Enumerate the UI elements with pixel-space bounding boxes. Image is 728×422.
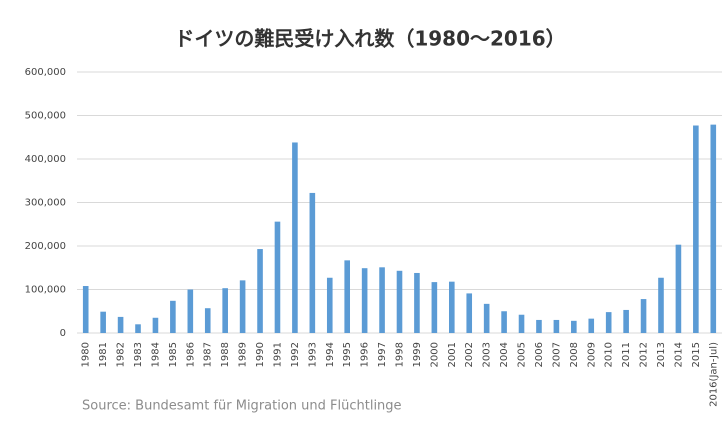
bar bbox=[396, 270, 403, 333]
x-tick-label: 1980 bbox=[81, 342, 92, 367]
x-tick-label: 2007 bbox=[551, 342, 562, 367]
bar bbox=[204, 308, 211, 333]
bar bbox=[414, 272, 420, 333]
x-tick-label: 1983 bbox=[133, 342, 144, 367]
bar bbox=[292, 142, 298, 333]
y-tick-label: 100,000 bbox=[25, 285, 66, 296]
bar bbox=[536, 319, 542, 333]
bar bbox=[239, 280, 246, 333]
x-tick-label: 1993 bbox=[307, 342, 318, 367]
y-tick-label: 0 bbox=[60, 328, 66, 339]
bar bbox=[257, 249, 263, 333]
x-tick-label: 1987 bbox=[203, 342, 214, 367]
bar bbox=[117, 316, 124, 333]
x-tick-label: 1990 bbox=[255, 342, 266, 367]
bar bbox=[135, 324, 141, 333]
x-tick-label: 2010 bbox=[604, 342, 615, 367]
bar bbox=[448, 281, 455, 333]
bar bbox=[379, 267, 385, 333]
bar bbox=[501, 311, 507, 333]
bar bbox=[326, 277, 333, 333]
chart-title: ドイツの難民受け入れ数（1980～2016） bbox=[174, 27, 565, 51]
bar bbox=[710, 124, 717, 333]
x-tick-label: 1996 bbox=[360, 342, 371, 367]
x-tick-label: 1994 bbox=[325, 342, 336, 367]
x-tick-label: 1984 bbox=[150, 342, 161, 367]
x-tick-label: 2002 bbox=[464, 342, 475, 367]
x-tick-label: 1995 bbox=[342, 342, 353, 367]
bar bbox=[518, 314, 525, 333]
bar bbox=[309, 192, 316, 333]
x-tick-label: 2014 bbox=[673, 342, 684, 367]
source-note: Source: Bundesamt für Migration und Flüc… bbox=[82, 399, 402, 414]
bar bbox=[152, 317, 159, 333]
x-tick-label: 2001 bbox=[447, 342, 458, 367]
bar bbox=[361, 268, 368, 333]
x-tick-label: 2005 bbox=[517, 342, 528, 367]
bar bbox=[100, 311, 106, 333]
y-tick-label: 200,000 bbox=[25, 241, 66, 252]
x-tick-label: 2004 bbox=[499, 342, 510, 367]
x-tick-label: 2003 bbox=[482, 342, 493, 367]
bar bbox=[344, 260, 351, 333]
x-tick-label: 1981 bbox=[98, 342, 109, 367]
bar bbox=[466, 293, 473, 333]
bar bbox=[571, 320, 577, 333]
x-tick-label: 1982 bbox=[116, 342, 127, 367]
bar bbox=[675, 244, 682, 333]
bar bbox=[605, 312, 612, 333]
y-tick-label: 600,000 bbox=[25, 67, 66, 78]
x-tick-label: 2008 bbox=[569, 342, 580, 367]
y-tick-label: 400,000 bbox=[25, 154, 66, 165]
x-tick-label: 1991 bbox=[272, 342, 283, 367]
bar bbox=[82, 286, 89, 333]
bar bbox=[693, 125, 699, 333]
bar bbox=[222, 288, 228, 333]
x-tick-label: 2015 bbox=[691, 342, 702, 367]
bar bbox=[483, 303, 490, 333]
bar bbox=[431, 282, 438, 333]
x-tick-label: 1988 bbox=[220, 342, 231, 367]
x-tick-label: 2012 bbox=[639, 342, 650, 367]
x-tick-label: 1985 bbox=[168, 342, 179, 367]
y-tick-label: 500,000 bbox=[25, 111, 66, 122]
bar bbox=[588, 318, 595, 333]
x-tick-label: 2009 bbox=[586, 342, 597, 367]
x-tick-label: 2011 bbox=[621, 342, 632, 367]
x-tick-label: 1992 bbox=[290, 342, 301, 367]
x-tick-label: 1998 bbox=[395, 342, 406, 367]
bar bbox=[658, 277, 664, 333]
x-tick-label: 1999 bbox=[412, 342, 423, 367]
bar bbox=[187, 289, 194, 333]
bar bbox=[553, 319, 560, 333]
bar bbox=[170, 300, 176, 333]
x-tick-label: 1989 bbox=[238, 342, 249, 367]
x-tick-label: 1986 bbox=[185, 342, 196, 367]
bar bbox=[274, 221, 281, 333]
x-tick-label: 2016(Jan-Jul) bbox=[708, 342, 719, 407]
x-tick-label: 2013 bbox=[656, 342, 667, 367]
x-tick-label: 1997 bbox=[377, 342, 388, 367]
bar bbox=[640, 299, 647, 333]
x-tick-label: 2006 bbox=[534, 342, 545, 367]
y-tick-label: 300,000 bbox=[25, 198, 66, 209]
x-tick-label: 2000 bbox=[429, 342, 440, 367]
bar bbox=[623, 309, 629, 333]
